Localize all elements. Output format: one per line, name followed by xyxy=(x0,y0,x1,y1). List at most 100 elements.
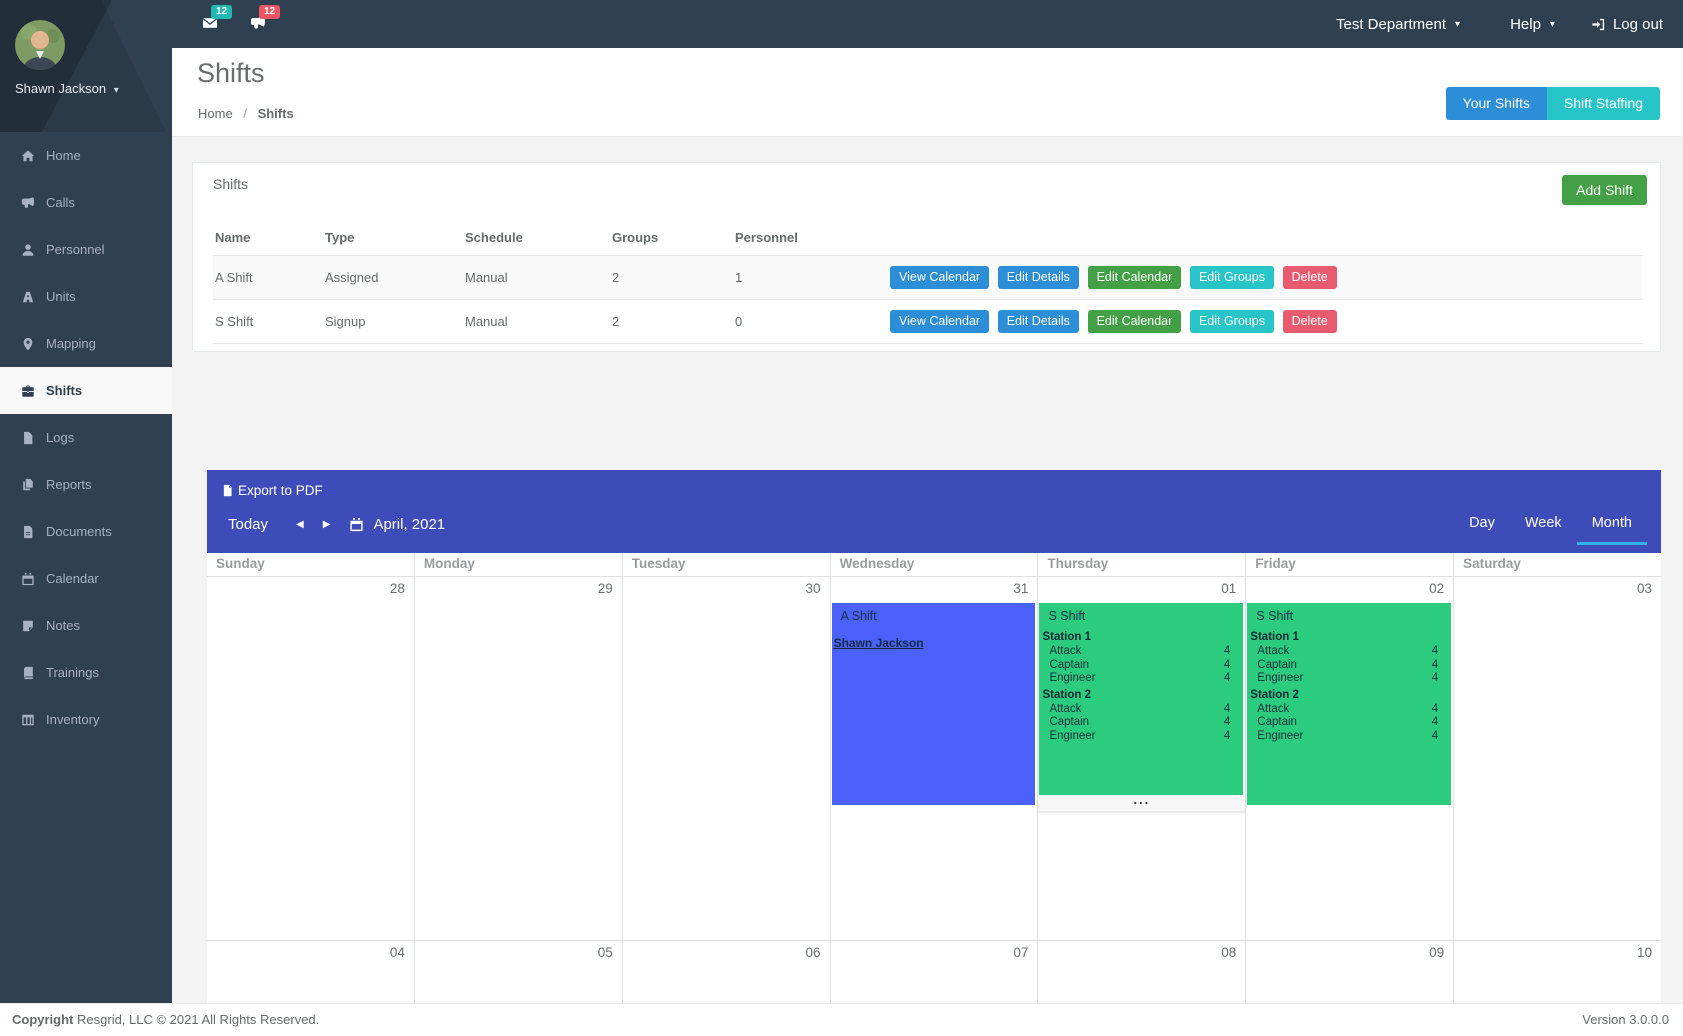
export-pdf-button[interactable]: Export to PDF xyxy=(221,483,323,498)
version-label: Version 3.0.0.0 xyxy=(1582,1012,1669,1027)
cell-schedule: Manual xyxy=(463,299,610,344)
event-person-link[interactable]: Shawn Jackson xyxy=(833,636,924,650)
chevron-down-icon: ▾ xyxy=(1549,18,1555,30)
edit-calendar-button[interactable]: Edit Calendar xyxy=(1087,310,1182,333)
breadcrumb-home-link[interactable]: Home xyxy=(198,106,233,121)
avatar[interactable] xyxy=(15,20,65,70)
calendar-cell[interactable]: 06 xyxy=(623,941,831,1003)
date-number: 29 xyxy=(597,581,613,596)
calendar-cell[interactable]: 04 xyxy=(207,941,415,1003)
column-header-schedule: Schedule xyxy=(463,223,610,256)
sidebar-item-mapping[interactable]: Mapping xyxy=(0,320,172,367)
footer: Copyright Resgrid, LLC © 2021 All Rights… xyxy=(0,1003,1683,1036)
sidebar-item-logs[interactable]: Logs xyxy=(0,414,172,461)
table-icon xyxy=(21,713,35,727)
sidebar-item-units[interactable]: Units xyxy=(0,273,172,320)
user-menu[interactable]: Shawn Jackson ▾ xyxy=(15,81,172,96)
sidebar-item-personnel[interactable]: Personnel xyxy=(0,226,172,273)
role-row: Captain 4 xyxy=(1049,658,1231,671)
messages-button[interactable]: 12 xyxy=(200,0,233,48)
day-header-tuesday: Tuesday xyxy=(623,553,831,576)
calendar-cell[interactable]: 08 xyxy=(1038,941,1247,1003)
calendar-event-s-shift[interactable]: S Shift Station 1 Attack 4 Captain 4 Engin… xyxy=(1039,603,1244,795)
today-button[interactable]: Today xyxy=(228,516,269,533)
map-marker-icon xyxy=(21,337,35,351)
shifts-panel-title: Shifts xyxy=(213,176,249,192)
view-week-tab[interactable]: Week xyxy=(1524,515,1562,531)
cell-actions: View Calendar Edit Details Edit Calendar… xyxy=(888,255,1642,300)
breadcrumb-separator: / xyxy=(243,106,247,121)
calendar-view-switcher: Day Week Month xyxy=(1454,508,1647,545)
table-row-s-shift: S Shift Signup Manual 2 0 View Calendar … xyxy=(213,299,1642,344)
current-month-label: April, 2021 xyxy=(373,516,446,533)
calendar-cell[interactable]: 09 xyxy=(1246,941,1455,1003)
calendar-cell[interactable]: 05 xyxy=(415,941,623,1003)
shift-staffing-button[interactable]: Shift Staffing xyxy=(1546,87,1660,120)
copyright-text: Copyright Resgrid, LLC © 2021 All Rights… xyxy=(12,1012,320,1027)
calendar-cell[interactable]: 01 S Shift Station 1 Attack 4 Captain 4 En… xyxy=(1038,577,1247,940)
view-month-tab[interactable]: Month xyxy=(1576,508,1647,545)
sidebar-item-calls[interactable]: Calls xyxy=(0,179,172,226)
sidebar-item-home[interactable]: Home xyxy=(0,132,172,179)
edit-calendar-button[interactable]: Edit Calendar xyxy=(1087,266,1182,289)
role-row: Engineer 4 xyxy=(1049,729,1231,742)
calendar-cell[interactable]: 03 xyxy=(1454,577,1661,940)
calendar-cell[interactable]: 07 xyxy=(831,941,1039,1003)
more-events-indicator[interactable]: ... xyxy=(1038,793,1246,812)
delete-button[interactable]: Delete xyxy=(1282,310,1337,333)
pdf-file-icon xyxy=(221,484,234,497)
calendar-cell[interactable]: 30 xyxy=(623,577,831,940)
view-calendar-button[interactable]: View Calendar xyxy=(890,310,990,333)
edit-groups-button[interactable]: Edit Groups xyxy=(1189,266,1274,289)
cell-actions: View Calendar Edit Details Edit Calendar… xyxy=(888,299,1642,344)
delete-button[interactable]: Delete xyxy=(1282,266,1337,289)
alerts-button[interactable]: 12 xyxy=(248,0,281,48)
department-menu[interactable]: Test Department ▾ xyxy=(1335,15,1461,33)
sidebar-item-notes[interactable]: Notes xyxy=(0,602,172,649)
role-row: Engineer 4 xyxy=(1257,729,1439,742)
note-icon xyxy=(21,619,35,633)
view-calendar-button[interactable]: View Calendar xyxy=(890,266,990,289)
day-header-row: Sunday Monday Tuesday Wednesday Thursday… xyxy=(207,553,1661,577)
calendar-cell[interactable]: 31 A Shift Shawn Jackson xyxy=(831,577,1039,940)
edit-details-button[interactable]: Edit Details xyxy=(997,266,1079,289)
view-day-tab[interactable]: Day xyxy=(1469,515,1495,531)
date-number: 04 xyxy=(389,945,405,960)
date-number: 28 xyxy=(389,581,405,596)
sidebar-item-inventory[interactable]: Inventory xyxy=(0,696,172,743)
edit-details-button[interactable]: Edit Details xyxy=(997,310,1079,333)
role-row: Attack 4 xyxy=(1257,645,1439,657)
day-header-saturday: Saturday xyxy=(1463,556,1521,571)
user-icon xyxy=(21,243,35,257)
calendar-cell[interactable]: 10 xyxy=(1454,941,1661,1003)
sidebar-item-calendar[interactable]: Calendar xyxy=(0,555,172,602)
sidebar-item-trainings[interactable]: Trainings xyxy=(0,649,172,696)
next-month-button[interactable]: ▶ xyxy=(322,519,331,530)
logout-button[interactable]: Log out xyxy=(1591,16,1663,33)
calendar-cell[interactable]: 02 S Shift Station 1 Attack 4 Captain 4 En… xyxy=(1246,577,1455,940)
date-number: 05 xyxy=(597,945,613,960)
column-header-name: Name xyxy=(213,223,323,256)
add-shift-button[interactable]: Add Shift xyxy=(1562,175,1647,205)
date-number: 31 xyxy=(1013,581,1029,596)
prev-month-button[interactable]: ◀ xyxy=(296,519,304,530)
bullhorn-icon xyxy=(21,196,35,210)
help-menu[interactable]: Help ▾ xyxy=(1510,15,1555,33)
calendar-event-s-shift[interactable]: S Shift Station 1 Attack 4 Captain 4 Engin… xyxy=(1247,603,1452,805)
station-name: Station 2 xyxy=(1042,688,1091,701)
date-number: 30 xyxy=(805,581,821,596)
calendar-cell[interactable]: 29 xyxy=(415,577,623,940)
briefcase-icon xyxy=(21,384,35,398)
your-shifts-button[interactable]: Your Shifts xyxy=(1445,87,1547,120)
day-header-wednesday: Wednesday xyxy=(831,553,1039,576)
column-header-groups: Groups xyxy=(610,223,733,256)
messages-badge: 12 xyxy=(211,5,233,19)
calendar-event-a-shift[interactable]: A Shift Shawn Jackson xyxy=(831,603,1036,805)
sidebar-item-shifts[interactable]: Shifts xyxy=(0,367,172,414)
column-header-actions xyxy=(888,223,1642,256)
date-number: 08 xyxy=(1221,945,1237,960)
edit-groups-button[interactable]: Edit Groups xyxy=(1189,310,1274,333)
sidebar-item-reports[interactable]: Reports xyxy=(0,461,172,508)
calendar-cell[interactable]: 28 xyxy=(207,577,415,940)
sidebar-item-documents[interactable]: Documents xyxy=(0,508,172,555)
